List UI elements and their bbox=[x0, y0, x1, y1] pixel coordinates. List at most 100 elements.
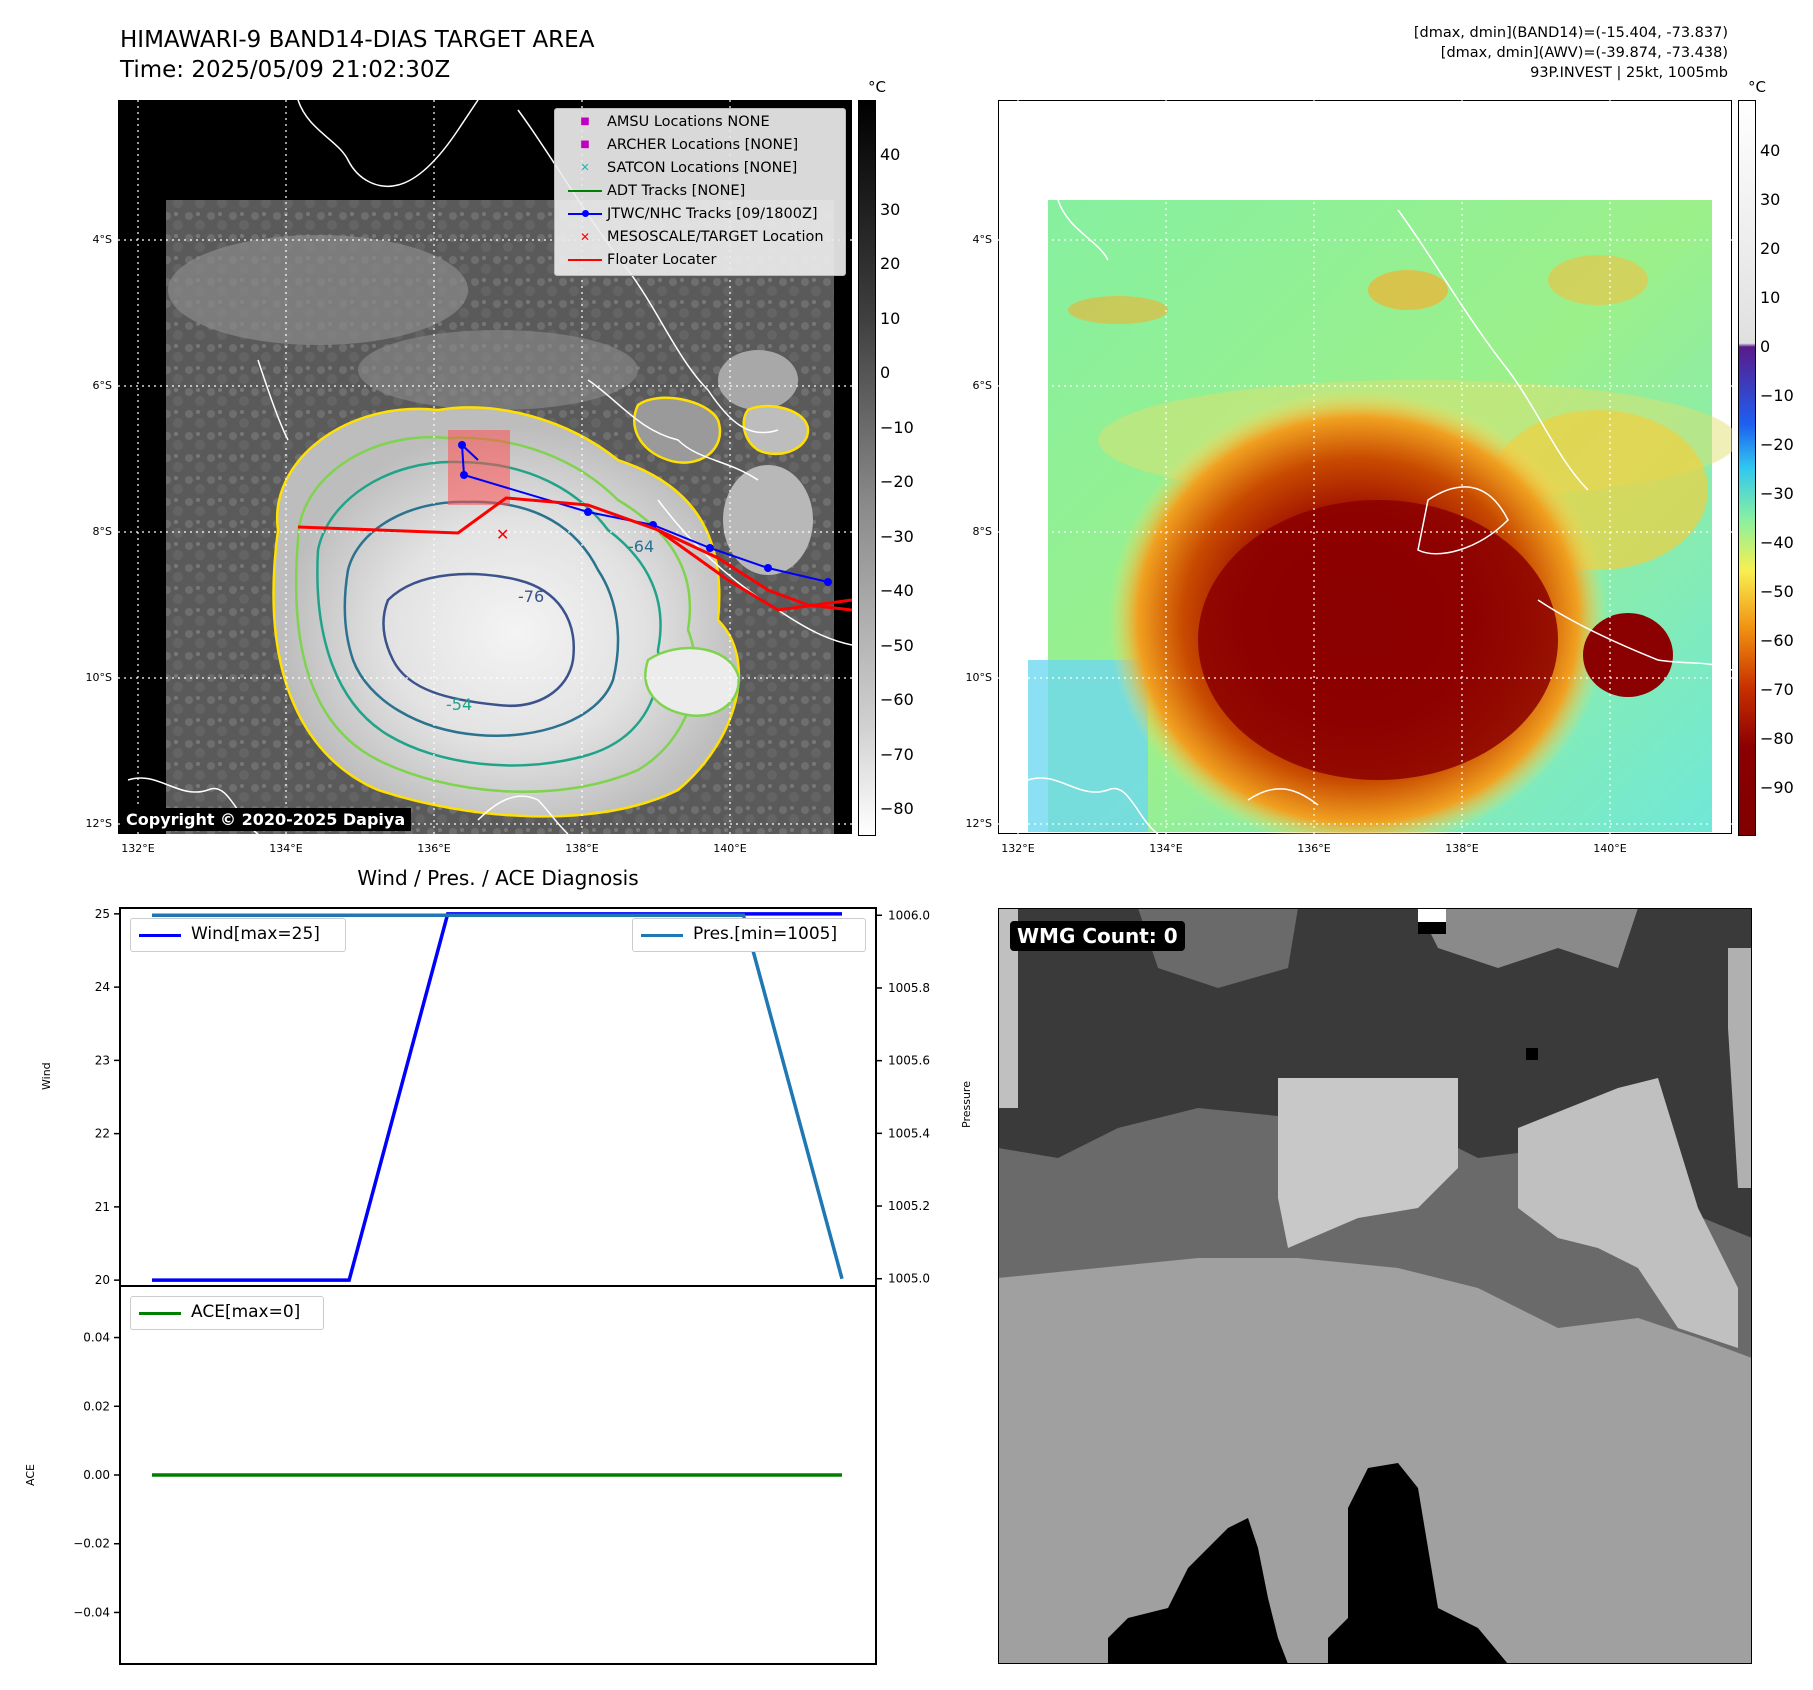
colorbar-tick-label: 0 bbox=[1760, 337, 1771, 356]
pressure-tick-label: 1005.8 bbox=[888, 981, 930, 995]
wind-tick-label: 22 bbox=[95, 1127, 110, 1141]
colorbar-tick-label: 40 bbox=[1760, 141, 1781, 160]
cloud-contour-green bbox=[294, 435, 697, 793]
ace-tick-label: 0.00 bbox=[83, 1468, 110, 1482]
legend-satcon: ✕ SATCON Locations [NONE] bbox=[563, 157, 797, 179]
colorbar-unit: °C bbox=[1748, 78, 1766, 96]
colorbar-tick-label: 0 bbox=[880, 363, 891, 382]
pressure-tick-label: 1006.0 bbox=[888, 908, 930, 922]
wind-tick-label: 21 bbox=[95, 1200, 110, 1214]
lon-label: 138°E bbox=[565, 842, 599, 855]
wind-pressure-axes bbox=[119, 907, 877, 1287]
storm-summary: 93P.INVEST | 25kt, 1005mb bbox=[1530, 65, 1728, 81]
colorbar-grayscale bbox=[858, 100, 876, 836]
colorbar-tick-label: −20 bbox=[1760, 435, 1794, 454]
wind-tick-label: 25 bbox=[95, 907, 110, 921]
legend-jtwc: JTWC/NHC Tracks [09/1800Z] bbox=[563, 203, 818, 225]
ace-tick-label: −0.04 bbox=[73, 1605, 110, 1619]
contour-label-54: -54 bbox=[446, 695, 472, 714]
dmax-awv-readout: [dmax, dmin](AWV)=(-39.874, -73.438) bbox=[1440, 45, 1728, 61]
ace-tick-label: 0.02 bbox=[83, 1399, 110, 1413]
contour-label-76: -76 bbox=[518, 587, 544, 606]
colorbar-tick-label: −90 bbox=[1760, 778, 1794, 797]
map-legend: ■ AMSU Locations NONE ■ ARCHER Locations [… bbox=[554, 108, 846, 276]
legend-amsu: ■ AMSU Locations NONE bbox=[563, 111, 769, 133]
wind-legend: Wind[max=25] bbox=[130, 918, 346, 952]
floater-line-icon bbox=[568, 259, 602, 261]
colorbar-tick-label: 20 bbox=[1760, 239, 1781, 258]
pressure-series-line bbox=[152, 913, 844, 1280]
wind-axis-label: Wind bbox=[40, 1062, 53, 1090]
awv-satellite-map bbox=[998, 100, 1732, 834]
lon-label: 136°E bbox=[1297, 842, 1331, 855]
lat-label: 4°S bbox=[92, 233, 112, 246]
mesoscale-target-marker: ✕ bbox=[496, 525, 509, 544]
legend-floater: Floater Locater bbox=[563, 249, 716, 271]
lat-label: 12°S bbox=[965, 817, 992, 830]
lon-label: 134°E bbox=[269, 842, 303, 855]
wind-tick-label: 20 bbox=[95, 1273, 110, 1287]
colorbar-tick-label: −60 bbox=[1760, 631, 1794, 650]
legend-archer: ■ ARCHER Locations [NONE] bbox=[563, 134, 798, 156]
lon-label: 136°E bbox=[417, 842, 451, 855]
colorbar-tick-label: −30 bbox=[1760, 484, 1794, 503]
wind-tick-label: 23 bbox=[95, 1053, 110, 1067]
lat-label: 6°S bbox=[92, 379, 112, 392]
figure-title: HIMAWARI-9 BAND14-DIAS TARGET AREA bbox=[120, 27, 595, 53]
awv-secondary-core bbox=[1583, 613, 1673, 697]
colorbar-unit: °C bbox=[868, 78, 886, 96]
lon-label: 140°E bbox=[713, 842, 747, 855]
colorbar-tick-label: 20 bbox=[880, 254, 901, 273]
cloud-contour-darkblue bbox=[382, 572, 575, 708]
colorbar-awv bbox=[1738, 100, 1756, 836]
wind-line-icon bbox=[139, 934, 181, 937]
graticule bbox=[118, 100, 852, 834]
legend-mesoscale: ✕ MESOSCALE/TARGET Location bbox=[563, 226, 824, 248]
archer-square-icon: ■ bbox=[580, 139, 590, 150]
ace-tick-label: 0.04 bbox=[83, 1331, 110, 1345]
colorbar-tick-label: −20 bbox=[880, 472, 914, 491]
pressure-tick-label: 1005.2 bbox=[888, 1199, 930, 1213]
lat-label: 10°S bbox=[85, 671, 112, 684]
ace-axis-label: ACE bbox=[24, 1464, 37, 1486]
lon-label: 132°E bbox=[1001, 842, 1035, 855]
lat-label: 8°S bbox=[92, 525, 112, 538]
adt-line-icon bbox=[568, 190, 602, 192]
dmax-band14-readout: [dmax, dmin](BAND14)=(-15.404, -73.837) bbox=[1413, 25, 1728, 41]
colorbar-tick-label: −80 bbox=[1760, 729, 1794, 748]
colorbar-tick-label: −40 bbox=[1760, 533, 1794, 552]
lon-label: 134°E bbox=[1149, 842, 1183, 855]
lon-label: 140°E bbox=[1593, 842, 1627, 855]
ace-legend: ACE[max=0] bbox=[130, 1296, 324, 1330]
colorbar-tick-label: −10 bbox=[1760, 386, 1794, 405]
contour-label-64: -64 bbox=[628, 537, 654, 556]
amsu-square-icon: ■ bbox=[580, 116, 590, 127]
colorbar-tick-label: −70 bbox=[1760, 680, 1794, 699]
colorbar-tick-label: 40 bbox=[880, 145, 901, 164]
pressure-legend: Pres.[min=1005] bbox=[632, 918, 866, 952]
lon-label: 132°E bbox=[121, 842, 155, 855]
mesoscale-x-icon: ✕ bbox=[579, 230, 591, 244]
copyright-badge: Copyright © 2020-2025 Dapiya bbox=[120, 808, 412, 831]
legend-adt: ADT Tracks [NONE] bbox=[563, 180, 745, 202]
cloud-contour-yellow bbox=[272, 406, 740, 818]
pressure-tick-label: 1005.4 bbox=[888, 1126, 930, 1140]
colorbar-tick-label: −50 bbox=[1760, 582, 1794, 601]
diagnosis-title: Wind / Pres. / ACE Diagnosis bbox=[357, 866, 639, 890]
jtwc-line-icon bbox=[568, 210, 602, 217]
lon-label: 138°E bbox=[1445, 842, 1479, 855]
satcon-x-icon: ✕ bbox=[580, 161, 590, 174]
colorbar-tick-label: 30 bbox=[880, 199, 901, 219]
colorbar-tick-label: 10 bbox=[1760, 288, 1781, 307]
wind-tick-label: 24 bbox=[95, 980, 110, 994]
colorbar-tick-label: −30 bbox=[880, 526, 914, 546]
lat-label: 12°S bbox=[85, 817, 112, 830]
wmg-pixel-map bbox=[998, 908, 1752, 1664]
pressure-tick-label: 1005.0 bbox=[888, 1272, 930, 1286]
colorbar-tick-label: 10 bbox=[880, 308, 901, 328]
wmg-count-badge: WMG Count: 0 bbox=[1010, 921, 1185, 951]
colorbar-tick-label: −80 bbox=[880, 799, 914, 818]
colorbar-tick-label: −70 bbox=[880, 744, 914, 764]
colorbar-tick-label: −10 bbox=[880, 417, 914, 437]
